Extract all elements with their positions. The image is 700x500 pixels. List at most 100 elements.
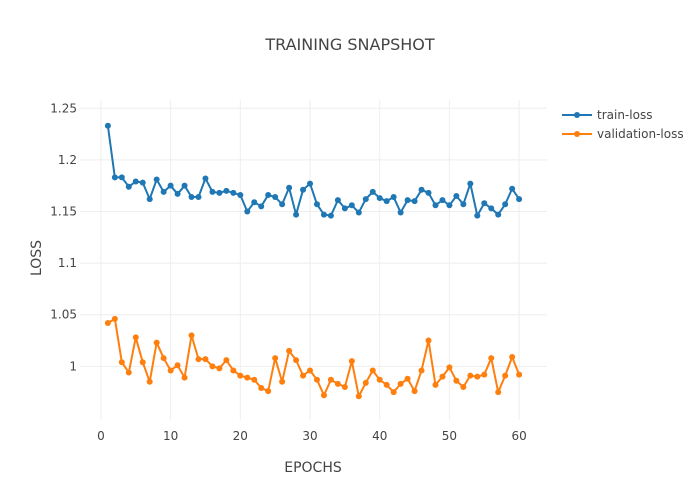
data-point [390, 389, 397, 396]
data-point [390, 194, 397, 201]
data-point [251, 199, 258, 206]
data-point [174, 190, 181, 197]
data-point [376, 376, 383, 383]
legend-item-train-loss[interactable]: train-loss [562, 108, 652, 122]
data-point [300, 372, 307, 379]
data-point [453, 377, 460, 384]
y-tick-label: 1.1 [58, 256, 77, 270]
data-point [509, 354, 516, 361]
data-point [467, 180, 474, 187]
data-point [125, 369, 132, 376]
legend-label: validation-loss [597, 127, 684, 141]
data-point [516, 196, 523, 203]
data-point [237, 191, 244, 198]
data-point [181, 374, 188, 381]
data-point [258, 385, 265, 391]
data-point [230, 367, 237, 374]
data-point [118, 359, 125, 366]
data-point [341, 383, 348, 390]
data-point [272, 355, 279, 362]
y-axis-title: LOSS [29, 240, 45, 276]
data-point [383, 381, 390, 388]
series-line [106, 125, 520, 217]
data-point [300, 186, 307, 193]
data-point [418, 186, 425, 193]
x-axis-ticks: 0 10 20 30 40 50 60 [97, 429, 527, 443]
data-point [397, 380, 404, 387]
data-point [474, 212, 481, 219]
x-tick-label: 40 [372, 429, 387, 443]
data-point [362, 196, 369, 203]
data-point [230, 189, 237, 196]
data-point [181, 182, 188, 189]
data-point [320, 392, 327, 399]
data-point [481, 371, 488, 378]
data-point [495, 211, 502, 218]
legend-item-validation-loss[interactable]: validation-loss [562, 127, 684, 141]
data-point [369, 367, 376, 374]
data-point [307, 367, 314, 374]
data-point [376, 195, 383, 202]
data-point [425, 189, 432, 196]
data-point [153, 339, 160, 346]
data-point [502, 372, 509, 379]
data-point [251, 376, 258, 383]
x-tick-label: 10 [163, 429, 178, 443]
data-point [209, 188, 216, 195]
legend-swatch-marker [574, 112, 580, 118]
x-tick-label: 60 [511, 429, 526, 443]
data-point [418, 367, 425, 374]
data-point [279, 378, 286, 385]
data-point [341, 205, 348, 212]
data-point [104, 319, 111, 326]
data-point [223, 187, 230, 194]
data-point [195, 194, 202, 201]
data-point [509, 185, 516, 192]
data-point [481, 200, 488, 207]
data-point [439, 373, 446, 380]
data-point [348, 358, 355, 365]
data-point [125, 183, 132, 190]
data-point [139, 359, 146, 366]
data-point [111, 174, 118, 181]
data-point [397, 209, 404, 216]
data-point [362, 379, 369, 386]
data-point [411, 198, 418, 205]
y-tick-label: 1.2 [58, 153, 77, 167]
legend[interactable]: train-loss validation-loss [562, 108, 684, 141]
y-tick-label: 1.15 [50, 204, 77, 218]
data-point [467, 372, 474, 379]
x-axis-title: EPOCHS [284, 460, 342, 476]
data-point [313, 376, 320, 383]
data-point [160, 188, 167, 195]
data-point [432, 381, 439, 388]
data-point [132, 334, 139, 341]
data-point [265, 388, 272, 395]
y-tick-label: 1 [69, 359, 77, 373]
data-point [460, 383, 467, 390]
chart-title: TRAINING SNAPSHOT [264, 35, 435, 54]
data-point [188, 332, 195, 339]
data-point [425, 337, 432, 344]
grid [80, 100, 547, 420]
series-line [107, 317, 521, 398]
data-point [132, 178, 139, 185]
data-point [495, 389, 502, 396]
data-point [488, 355, 495, 362]
data-point [355, 393, 362, 400]
data-point [502, 201, 509, 208]
data-point [307, 180, 314, 187]
data-point [111, 315, 118, 322]
data-point [216, 365, 223, 372]
y-tick-label: 1.25 [50, 101, 77, 115]
data-point [334, 380, 341, 387]
data-point [139, 179, 146, 186]
data-point [167, 182, 174, 189]
x-tick-label: 0 [97, 429, 105, 443]
data-point [293, 211, 300, 218]
data-point [118, 174, 125, 181]
data-point [174, 362, 181, 369]
legend-label: train-loss [597, 108, 652, 122]
data-point [153, 176, 160, 183]
data-point [188, 194, 195, 201]
